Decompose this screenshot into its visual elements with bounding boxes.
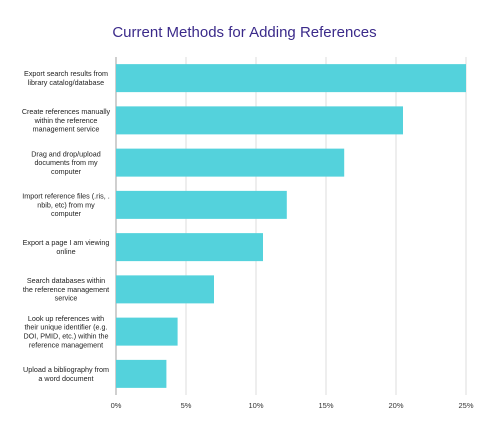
bar [116,190,287,219]
category-label-line: Upload a bibliography from [23,365,109,374]
chart-title: Current Methods for Adding References [112,24,376,41]
category-label-line: online [56,247,75,256]
category-label-line: computer [51,209,82,218]
category-label: Export a page I am viewing online [23,238,110,256]
category-label-line: Look up references with [28,314,104,323]
category-label: Search databases within the reference man… [23,276,109,303]
category-label-line: their unique identifier (e.g. [24,323,107,332]
bars [116,64,466,388]
x-tick-label: 0% [111,401,122,410]
category-label-line: a word document [38,374,93,383]
bar [116,148,345,177]
category-label: Drag and drop/upload documents from my com… [31,149,101,176]
x-axis-ticks: 0% 5% 10% 15% 20% 25% [111,401,474,410]
category-label-line: management service [33,125,100,134]
category-label: Import reference files (.ris, . nbib, etc… [22,192,109,219]
category-labels: Export search results from library catalo… [22,69,111,383]
bar [116,275,214,304]
x-tick-label: 5% [181,401,192,410]
category-label-line: Export search results from [24,69,108,78]
category-label-line: Import reference files (.ris, . [22,192,109,201]
category-label-line: computer [51,167,82,176]
bar [116,317,178,346]
category-label-line: within the reference [34,116,98,125]
category-label-line: DOI, PMID, etc.) within the [23,332,108,341]
bar [116,359,167,388]
category-label: Export search results from library catalo… [24,69,108,87]
category-label-line: library catalog/database [28,78,104,87]
category-label-line: reference management [29,340,103,349]
category-label-line: nbib, etc) from my [37,200,95,209]
category-label-line: Create references manually [22,107,111,116]
x-tick-label: 25% [458,401,473,410]
category-label-line: documents from my [34,158,98,167]
category-label-line: service [55,294,78,303]
x-tick-label: 20% [388,401,403,410]
category-label-line: Search databases within [27,276,105,285]
category-label: Look up references with their unique iden… [23,314,108,349]
category-label: Upload a bibliography from a word documen… [23,365,109,383]
bar [116,64,466,93]
bar [116,233,263,262]
x-tick-label: 10% [248,401,263,410]
category-label: Create references manually within the ref… [22,107,111,134]
bar [116,106,403,135]
category-label-line: the reference management [23,285,109,294]
category-label-line: Export a page I am viewing [23,238,110,247]
x-tick-label: 15% [318,401,333,410]
category-label-line: Drag and drop/upload [31,149,101,158]
